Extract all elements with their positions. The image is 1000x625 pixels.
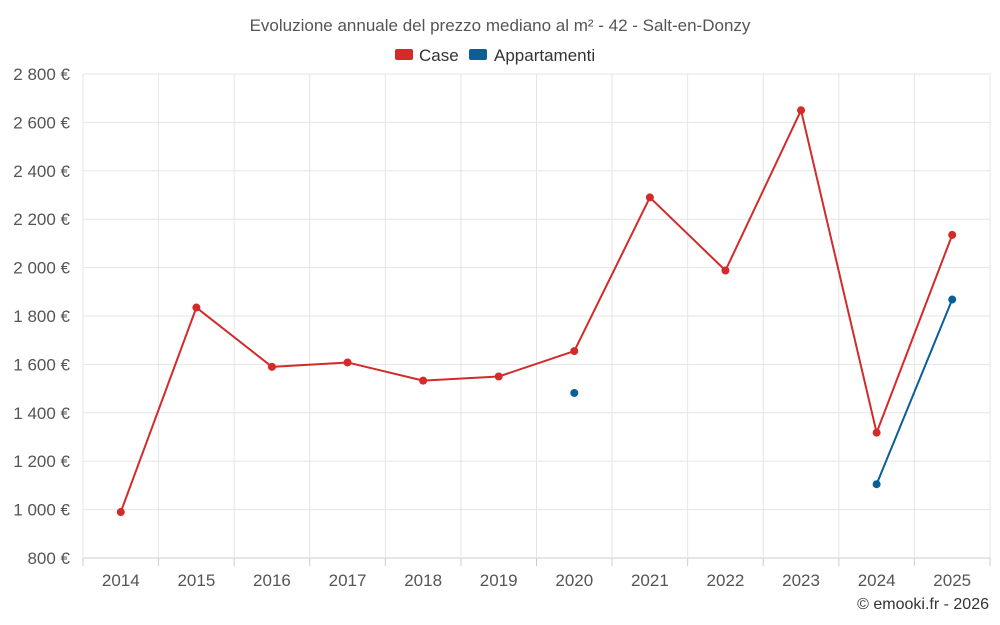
credit-text: © emooki.fr - 2026 bbox=[857, 596, 989, 613]
y-tick-label: 1 200 € bbox=[13, 452, 70, 471]
data-point-appartamenti-2020[interactable] bbox=[570, 388, 579, 397]
x-tick-label: 2022 bbox=[707, 571, 745, 590]
legend-item-appartamenti[interactable]: Appartamenti bbox=[469, 46, 595, 65]
y-tick-label: 800 € bbox=[27, 549, 70, 568]
data-point-case-2020[interactable] bbox=[570, 347, 579, 356]
data-point-case-2015[interactable] bbox=[192, 303, 201, 312]
chart-title: Evoluzione annuale del prezzo mediano al… bbox=[250, 16, 751, 35]
data-point-appartamenti-2025[interactable] bbox=[948, 295, 957, 304]
x-tick-label: 2017 bbox=[329, 571, 367, 590]
y-tick-label: 1 600 € bbox=[13, 355, 70, 374]
series bbox=[116, 106, 957, 517]
legend-label-case: Case bbox=[419, 46, 459, 65]
legend-item-case[interactable]: Case bbox=[395, 46, 459, 65]
data-point-case-2021[interactable] bbox=[645, 193, 654, 202]
data-point-case-2014[interactable] bbox=[116, 508, 125, 517]
legend-label-appartamenti: Appartamenti bbox=[494, 46, 595, 65]
y-tick-label: 2 400 € bbox=[13, 162, 70, 181]
y-tick-label: 2 000 € bbox=[13, 259, 70, 278]
data-point-case-2022[interactable] bbox=[721, 266, 730, 275]
x-tick-label: 2014 bbox=[102, 571, 140, 590]
x-tick-label: 2015 bbox=[177, 571, 215, 590]
series-case bbox=[116, 106, 957, 517]
data-point-case-2019[interactable] bbox=[494, 372, 503, 381]
data-point-case-2024[interactable] bbox=[872, 428, 881, 437]
x-tick-label: 2021 bbox=[631, 571, 669, 590]
x-tick-label: 2023 bbox=[782, 571, 820, 590]
y-tick-label: 1 800 € bbox=[13, 307, 70, 326]
y-tick-label: 1 000 € bbox=[13, 501, 70, 520]
series-line-case bbox=[119, 109, 954, 513]
legend-swatch-appartamenti bbox=[469, 49, 487, 60]
y-tick-label: 2 200 € bbox=[13, 210, 70, 229]
x-tick-label: 2024 bbox=[858, 571, 896, 590]
x-tick-label: 2020 bbox=[555, 571, 593, 590]
x-tick-label: 2016 bbox=[253, 571, 291, 590]
x-tick-label: 2025 bbox=[933, 571, 971, 590]
y-tick-label: 2 800 € bbox=[13, 65, 70, 84]
data-point-case-2025[interactable] bbox=[948, 230, 957, 239]
legend: Case Appartamenti bbox=[395, 46, 595, 65]
data-point-case-2016[interactable] bbox=[267, 362, 276, 371]
x-axis-ticks: 2014 2015 2016 2017 2018 2019 2020 2021 2022 2023… bbox=[82, 558, 991, 590]
y-tick-label: 1 400 € bbox=[13, 404, 70, 423]
legend-swatch-case bbox=[395, 49, 413, 60]
y-axis-ticks: 800 € 1 000 € 1 200 € 1 400 € 1 600 € 1 800 €… bbox=[13, 65, 70, 568]
series-appartamenti bbox=[570, 295, 957, 489]
data-point-case-2017[interactable] bbox=[343, 358, 352, 367]
grid bbox=[82, 73, 991, 559]
y-tick-label: 2 600 € bbox=[13, 113, 70, 132]
x-tick-label: 2019 bbox=[480, 571, 518, 590]
data-point-case-2018[interactable] bbox=[419, 376, 428, 385]
data-point-case-2023[interactable] bbox=[797, 106, 806, 115]
x-tick-label: 2018 bbox=[404, 571, 442, 590]
series-line-appartamenti bbox=[875, 299, 954, 485]
data-point-appartamenti-2024[interactable] bbox=[872, 480, 881, 489]
